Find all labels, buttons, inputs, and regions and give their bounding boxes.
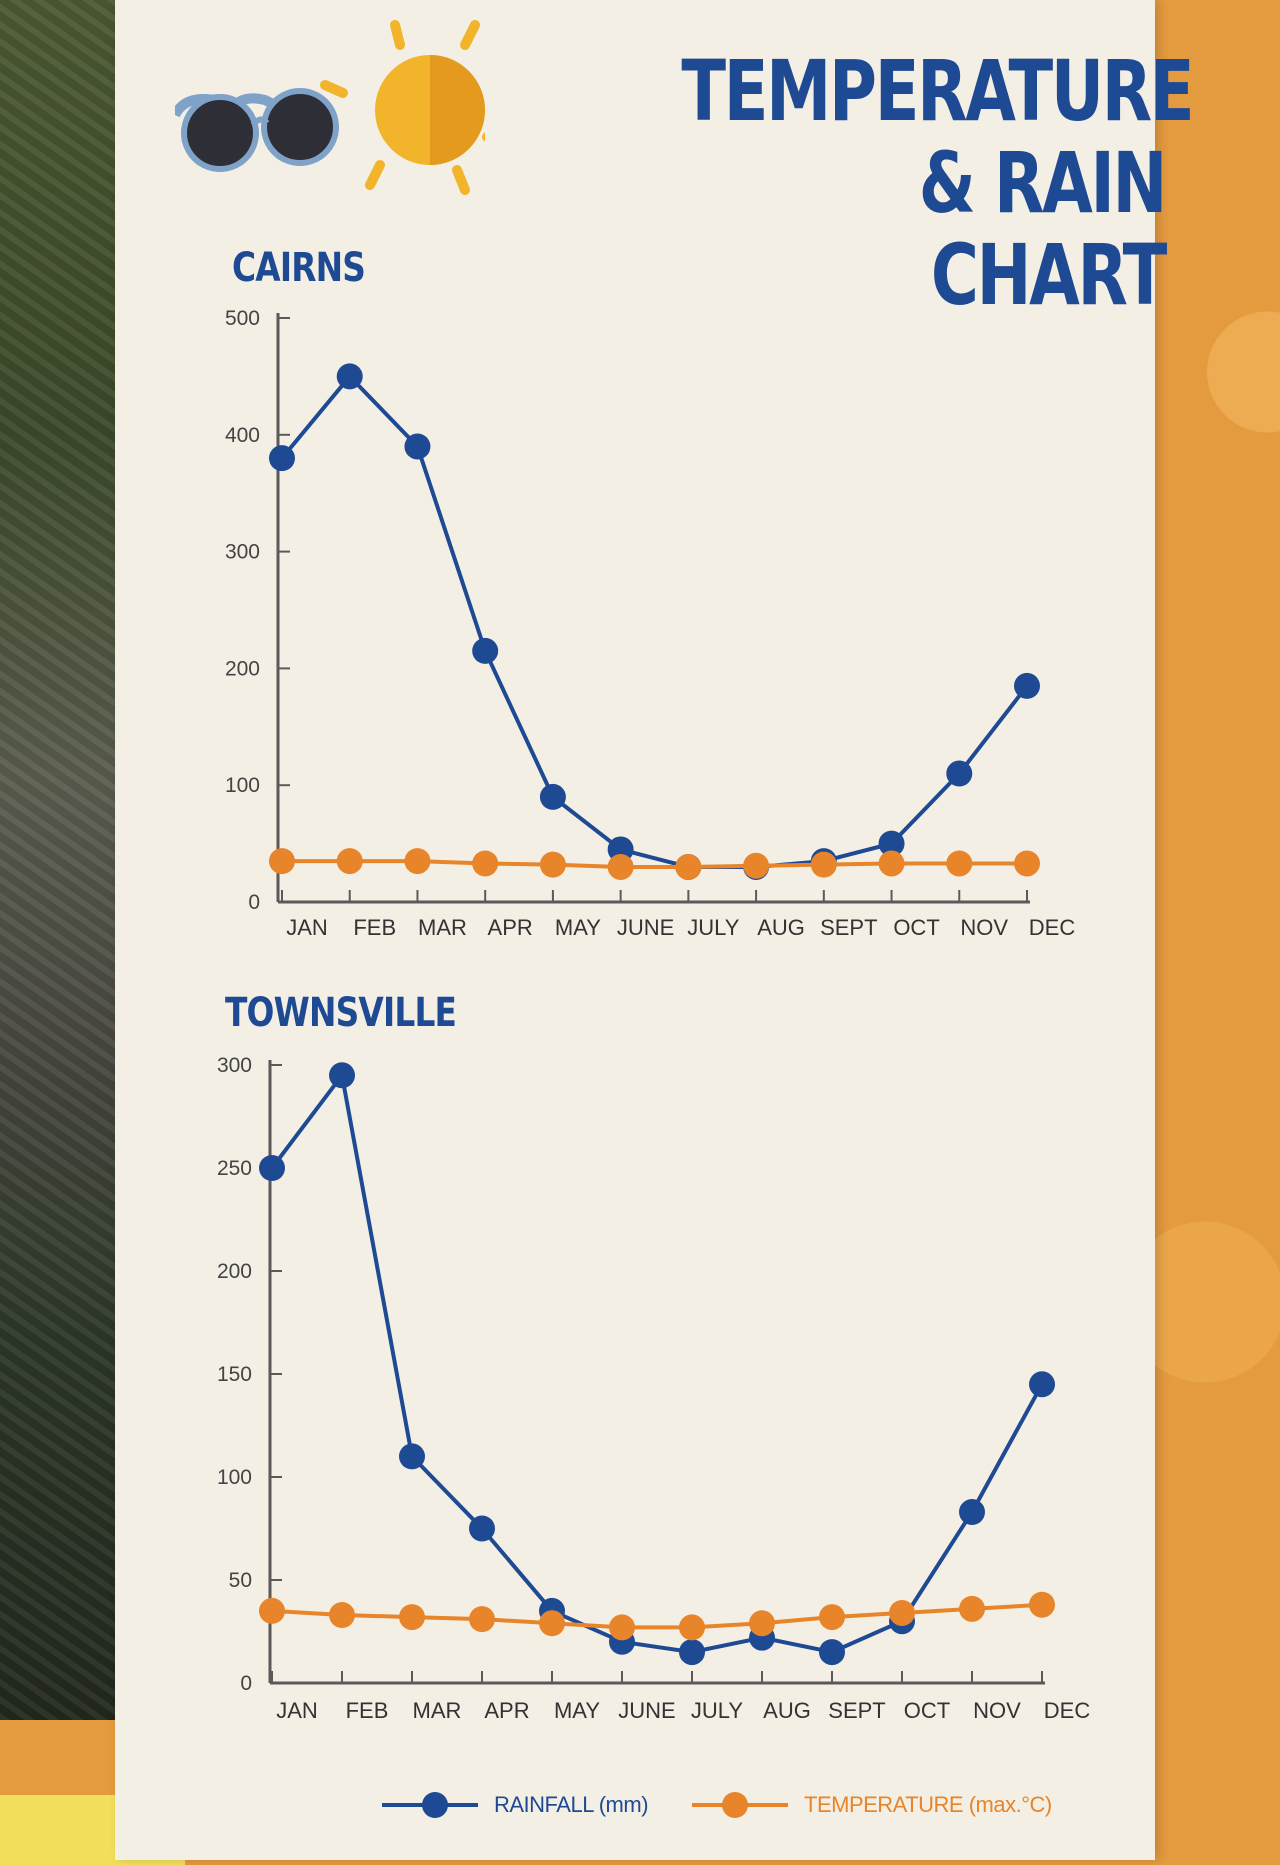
cairns-x-tick-label: OCT bbox=[893, 915, 939, 940]
townsville-rainfall-point bbox=[259, 1155, 285, 1181]
townsville-x-tick-label: MAR bbox=[413, 1698, 462, 1723]
townsville-temperature-line bbox=[271, 1602, 1043, 1630]
townsville-x-tick-label: NOV bbox=[973, 1698, 1021, 1723]
cairns-y-tick-label: 400 bbox=[225, 424, 260, 447]
cairns-temperature-point bbox=[539, 851, 566, 878]
townsville-temperature-point bbox=[889, 1599, 915, 1626]
townsville-temperature-point bbox=[329, 1602, 355, 1629]
page-paper: TEMPERATURE & RAIN CHART bbox=[115, 0, 1195, 1860]
cairns-y-tick-label: 500 bbox=[225, 307, 260, 330]
townsville-rainfall-point bbox=[399, 1443, 425, 1470]
cairns-temperature-point bbox=[1014, 850, 1040, 877]
townsville-x-tick-label: FEB bbox=[346, 1698, 389, 1723]
townsville-y-tick-label: 300 bbox=[217, 1054, 252, 1077]
cairns-x-tick-label: APR bbox=[488, 915, 533, 940]
townsville-temperature-point bbox=[609, 1614, 635, 1641]
cairns-rainfall-point bbox=[539, 783, 566, 810]
background-photo bbox=[0, 0, 115, 1720]
townsville-x-tick-label: OCT bbox=[904, 1698, 950, 1723]
cairns-temperature-line bbox=[282, 859, 1027, 869]
townsville-temperature-point bbox=[259, 1597, 285, 1624]
right-orange-decoration bbox=[1155, 0, 1280, 1860]
cairns-temperature-point bbox=[607, 853, 634, 880]
cairns-x-tick-label: MAR bbox=[418, 915, 467, 940]
cairns-rainfall-point bbox=[946, 760, 973, 787]
legend-temperature-marker bbox=[692, 1792, 788, 1818]
title-line-1: TEMPERATURE bbox=[681, 42, 1194, 140]
page-title: TEMPERATURE & RAIN CHART bbox=[681, 42, 1194, 324]
townsville-x-tick-label: APR bbox=[484, 1698, 529, 1723]
townsville-temperature-point bbox=[749, 1610, 775, 1637]
cairns-temperature-point bbox=[404, 848, 431, 875]
cairns-rainfall-point bbox=[336, 363, 363, 390]
townsville-y-tick-label: 200 bbox=[217, 1260, 252, 1283]
legend-rainfall-marker bbox=[382, 1792, 478, 1818]
chart-legend: RAINFALL (mm) TEMPERATURE (max.°C) bbox=[380, 1780, 1080, 1830]
cairns-x-tick-label: DEC bbox=[1029, 915, 1076, 940]
legend-rainfall-label: RAINFALL (mm) bbox=[494, 1792, 649, 1817]
townsville-y-tick-label: 250 bbox=[217, 1157, 252, 1180]
townsville-rainfall-point bbox=[469, 1515, 495, 1542]
cairns-y-tick-label: 100 bbox=[225, 774, 260, 797]
townsville-temperature-point bbox=[539, 1610, 565, 1637]
cairns-rainfall-line bbox=[280, 374, 1029, 869]
townsville-y-tick-label: 150 bbox=[217, 1363, 252, 1386]
cairns-rainfall-point bbox=[472, 637, 499, 664]
sun-sunglasses-icon bbox=[175, 20, 485, 195]
cairns-y-tick-label: 300 bbox=[225, 541, 260, 564]
chart-title-townsville: TOWNSVILLE bbox=[225, 990, 457, 1036]
townsville-rainfall-point bbox=[959, 1499, 985, 1526]
townsville-x-tick-label: DEC bbox=[1044, 1698, 1091, 1723]
legend-item-temperature: TEMPERATURE (max.°C) bbox=[690, 1780, 1052, 1830]
townsville-temperature-point bbox=[679, 1614, 705, 1641]
cairns-temperature-point bbox=[269, 848, 295, 875]
cairns-temperature-point bbox=[472, 850, 499, 877]
townsville-temperature-point bbox=[819, 1604, 845, 1631]
cairns-rainfall-point bbox=[1014, 672, 1040, 699]
townsville-temperature-point bbox=[959, 1595, 985, 1622]
townsville-x-tick-label: JUNE bbox=[618, 1698, 675, 1723]
townsville-x-tick-label: SEPT bbox=[828, 1698, 885, 1723]
cairns-temperature-point bbox=[946, 850, 973, 877]
townsville-rainfall-point bbox=[679, 1639, 705, 1666]
townsville-temperature-point bbox=[1029, 1591, 1055, 1618]
legend-temperature-label: TEMPERATURE (max.°C) bbox=[804, 1792, 1052, 1817]
townsville-y-tick-label: 0 bbox=[240, 1672, 252, 1695]
cairns-x-tick-label: AUG bbox=[757, 915, 805, 940]
townsville-x-tick-label: JULY bbox=[691, 1698, 743, 1723]
cairns-rainfall-point bbox=[269, 445, 295, 472]
townsville-y-tick-label: 100 bbox=[217, 1466, 252, 1489]
cairns-rainfall-point bbox=[404, 433, 431, 460]
townsville-x-tick-label: MAY bbox=[554, 1698, 600, 1723]
townsville-rainfall-point bbox=[329, 1062, 355, 1089]
cairns-y-tick-label: 0 bbox=[248, 891, 260, 914]
title-line-2: & RAIN CHART bbox=[918, 134, 1168, 324]
cairns-x-tick-label: JUNE bbox=[617, 915, 674, 940]
cairns-x-tick-label: FEB bbox=[353, 915, 396, 940]
townsville-rainfall-point bbox=[819, 1639, 845, 1666]
cairns-y-tick-label: 200 bbox=[225, 657, 260, 680]
townsville-temperature-point bbox=[399, 1604, 425, 1631]
townsville-y-tick-label: 50 bbox=[229, 1569, 252, 1592]
legend-item-rainfall: RAINFALL (mm) bbox=[380, 1780, 649, 1830]
cairns-temperature-point bbox=[336, 848, 363, 875]
cairns-x-tick-label: NOV bbox=[960, 915, 1008, 940]
cairns-temperature-point bbox=[878, 850, 905, 877]
cairns-temperature-point bbox=[743, 852, 770, 879]
townsville-x-tick-label: JAN bbox=[276, 1698, 318, 1723]
chart-title-cairns: CAIRNS bbox=[232, 245, 366, 291]
townsville-temperature-point bbox=[469, 1606, 495, 1633]
cairns-x-tick-label: SEPT bbox=[820, 915, 877, 940]
cairns-x-tick-label: JULY bbox=[687, 915, 739, 940]
townsville-rainfall-line bbox=[270, 1073, 1044, 1655]
townsville-rainfall-point bbox=[1029, 1371, 1055, 1398]
cairns-x-tick-label: JAN bbox=[286, 915, 328, 940]
cairns-rainfall-point bbox=[878, 830, 905, 857]
cairns-x-tick-label: MAY bbox=[555, 915, 601, 940]
townsville-x-tick-label: AUG bbox=[763, 1698, 811, 1723]
cairns-temperature-point bbox=[675, 853, 702, 880]
cairns-temperature-point bbox=[810, 851, 837, 878]
